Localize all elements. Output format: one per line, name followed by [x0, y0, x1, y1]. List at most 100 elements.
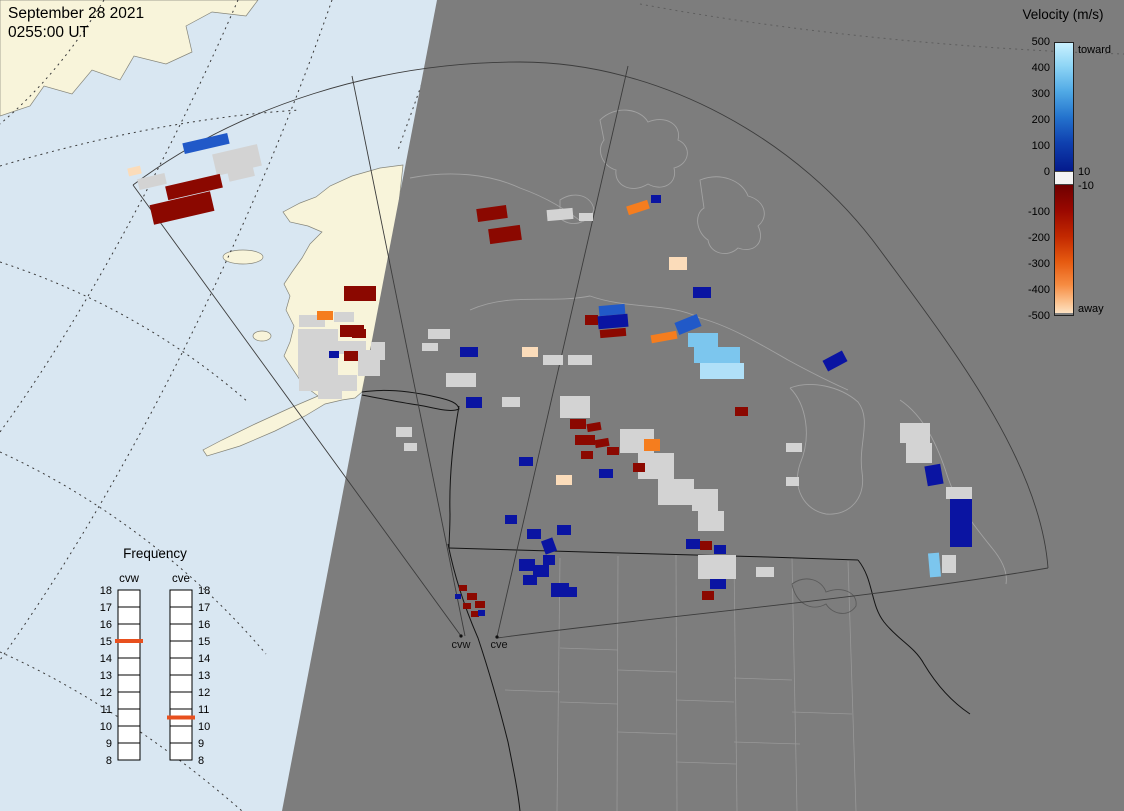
velocity-cell — [546, 207, 574, 222]
velocity-cell — [519, 457, 533, 466]
frequency-marker-cve — [167, 715, 195, 720]
velocity-cell — [165, 173, 223, 201]
chukotka-landmass — [0, 0, 259, 117]
velocity-cell — [700, 363, 744, 379]
velocity-cell — [693, 287, 711, 298]
velocity-cell — [924, 463, 944, 487]
velocity-cell — [540, 537, 558, 555]
frequency-tick-label: 14 — [100, 653, 112, 665]
velocity-cell — [463, 603, 471, 609]
velocity-cell — [906, 443, 932, 463]
velocity-cell — [460, 347, 478, 357]
night-region — [282, 0, 1124, 811]
velocity-cells-layer — [127, 132, 972, 617]
velocity-cell — [950, 525, 972, 547]
velocity-cell — [371, 342, 385, 360]
velocity-cell — [522, 347, 538, 357]
frequency-tick-label: 18 — [100, 585, 112, 597]
great-lakes-outline — [791, 578, 857, 614]
velocity-cell — [698, 555, 736, 579]
velocity-legend-title: Velocity (m/s) — [1022, 7, 1104, 22]
velocity-cell — [299, 375, 357, 391]
velocity-cell — [551, 583, 569, 597]
velocity-cell — [467, 593, 477, 600]
frequency-tick-label: 17 — [100, 602, 112, 614]
velocity-cell — [556, 475, 572, 485]
velocity-cell — [688, 333, 718, 347]
velocity-cell — [710, 579, 726, 589]
velocity-cell — [570, 419, 586, 429]
frequency-tick-label: 10 — [100, 721, 112, 733]
frequency-tick-label: 9 — [198, 738, 204, 750]
velocity-cell — [735, 407, 748, 416]
velocity-cell — [227, 165, 255, 182]
frequency-tick-label: 18 — [198, 585, 210, 597]
velocity-cell — [560, 396, 590, 418]
velocity-cell — [557, 525, 571, 535]
frequency-column-header: cve — [172, 573, 190, 585]
velocity-cell — [404, 443, 417, 451]
velocity-cell — [900, 423, 930, 443]
velocity-cell — [633, 463, 645, 472]
velocity-cell — [694, 347, 740, 363]
velocity-cell — [674, 313, 702, 336]
frequency-tick-label: 15 — [100, 636, 112, 648]
velocity-cell — [702, 591, 714, 600]
radar-site-cve — [495, 635, 499, 639]
colorbar-away-gradient — [1055, 185, 1073, 313]
radar-site-label: cve — [490, 639, 507, 651]
velocity-cell — [579, 213, 593, 221]
velocity-cell — [533, 565, 549, 577]
velocity-cell — [626, 199, 650, 216]
state-borders — [504, 554, 857, 811]
velocity-cell — [565, 587, 577, 597]
velocity-cell — [476, 204, 508, 223]
time-label: 0255:00 UT — [8, 24, 89, 42]
velocity-cell — [182, 132, 230, 155]
frequency-tick-label: 16 — [198, 619, 210, 631]
radar-fan-outline — [132, 61, 1049, 639]
velocity-cell — [942, 555, 956, 573]
colorbar-toward-gradient — [1055, 43, 1073, 171]
frequency-column-header: cvw — [119, 573, 140, 585]
velocity-cell — [505, 515, 517, 524]
velocity-cell — [714, 545, 726, 554]
velocity-cell — [586, 421, 602, 433]
radar-site-cvw — [459, 634, 463, 638]
velocity-cell — [822, 350, 848, 372]
velocity-cell — [317, 311, 333, 320]
frequency-tick-label: 8 — [198, 755, 204, 767]
velocity-cell — [658, 479, 694, 505]
frequency-tick-label: 10 — [198, 721, 210, 733]
velocity-cell — [756, 567, 774, 577]
frequency-tick-label: 13 — [100, 670, 112, 682]
frequency-tick-label: 16 — [100, 619, 112, 631]
velocity-cell — [519, 559, 535, 571]
velocity-cell — [686, 539, 700, 549]
velocity-cell — [599, 327, 627, 339]
velocity-cell — [651, 195, 661, 203]
velocity-cell — [581, 451, 593, 459]
velocity-cell — [344, 351, 362, 361]
frequency-marker-cvw — [115, 639, 143, 643]
velocity-cell — [597, 313, 629, 330]
velocity-cell — [786, 443, 802, 452]
velocity-cell — [137, 172, 167, 191]
velocity-cell — [692, 489, 718, 511]
velocity-cell — [594, 437, 610, 449]
velocity-cell — [478, 610, 485, 616]
us-canada-border — [448, 547, 859, 561]
frequency-legend-layer: Frequency cvw 18 17 16 15 14 13 12 11 10 9 8 cve 18 17 1… — [100, 546, 211, 767]
date-label: September 28 2021 — [8, 5, 145, 22]
velocity-cell — [946, 487, 972, 499]
alaska-panhandle-coast — [448, 405, 460, 549]
frequency-tick-label: 12 — [198, 687, 210, 699]
velocity-cell — [927, 552, 942, 578]
velocity-cell — [607, 447, 619, 455]
velocity-cell — [575, 435, 595, 445]
velocity-cell — [786, 477, 799, 486]
fan-right-edge — [496, 567, 1049, 639]
east-coastline — [857, 559, 971, 715]
velocity-cell — [598, 303, 626, 317]
velocity-cell — [396, 427, 412, 437]
